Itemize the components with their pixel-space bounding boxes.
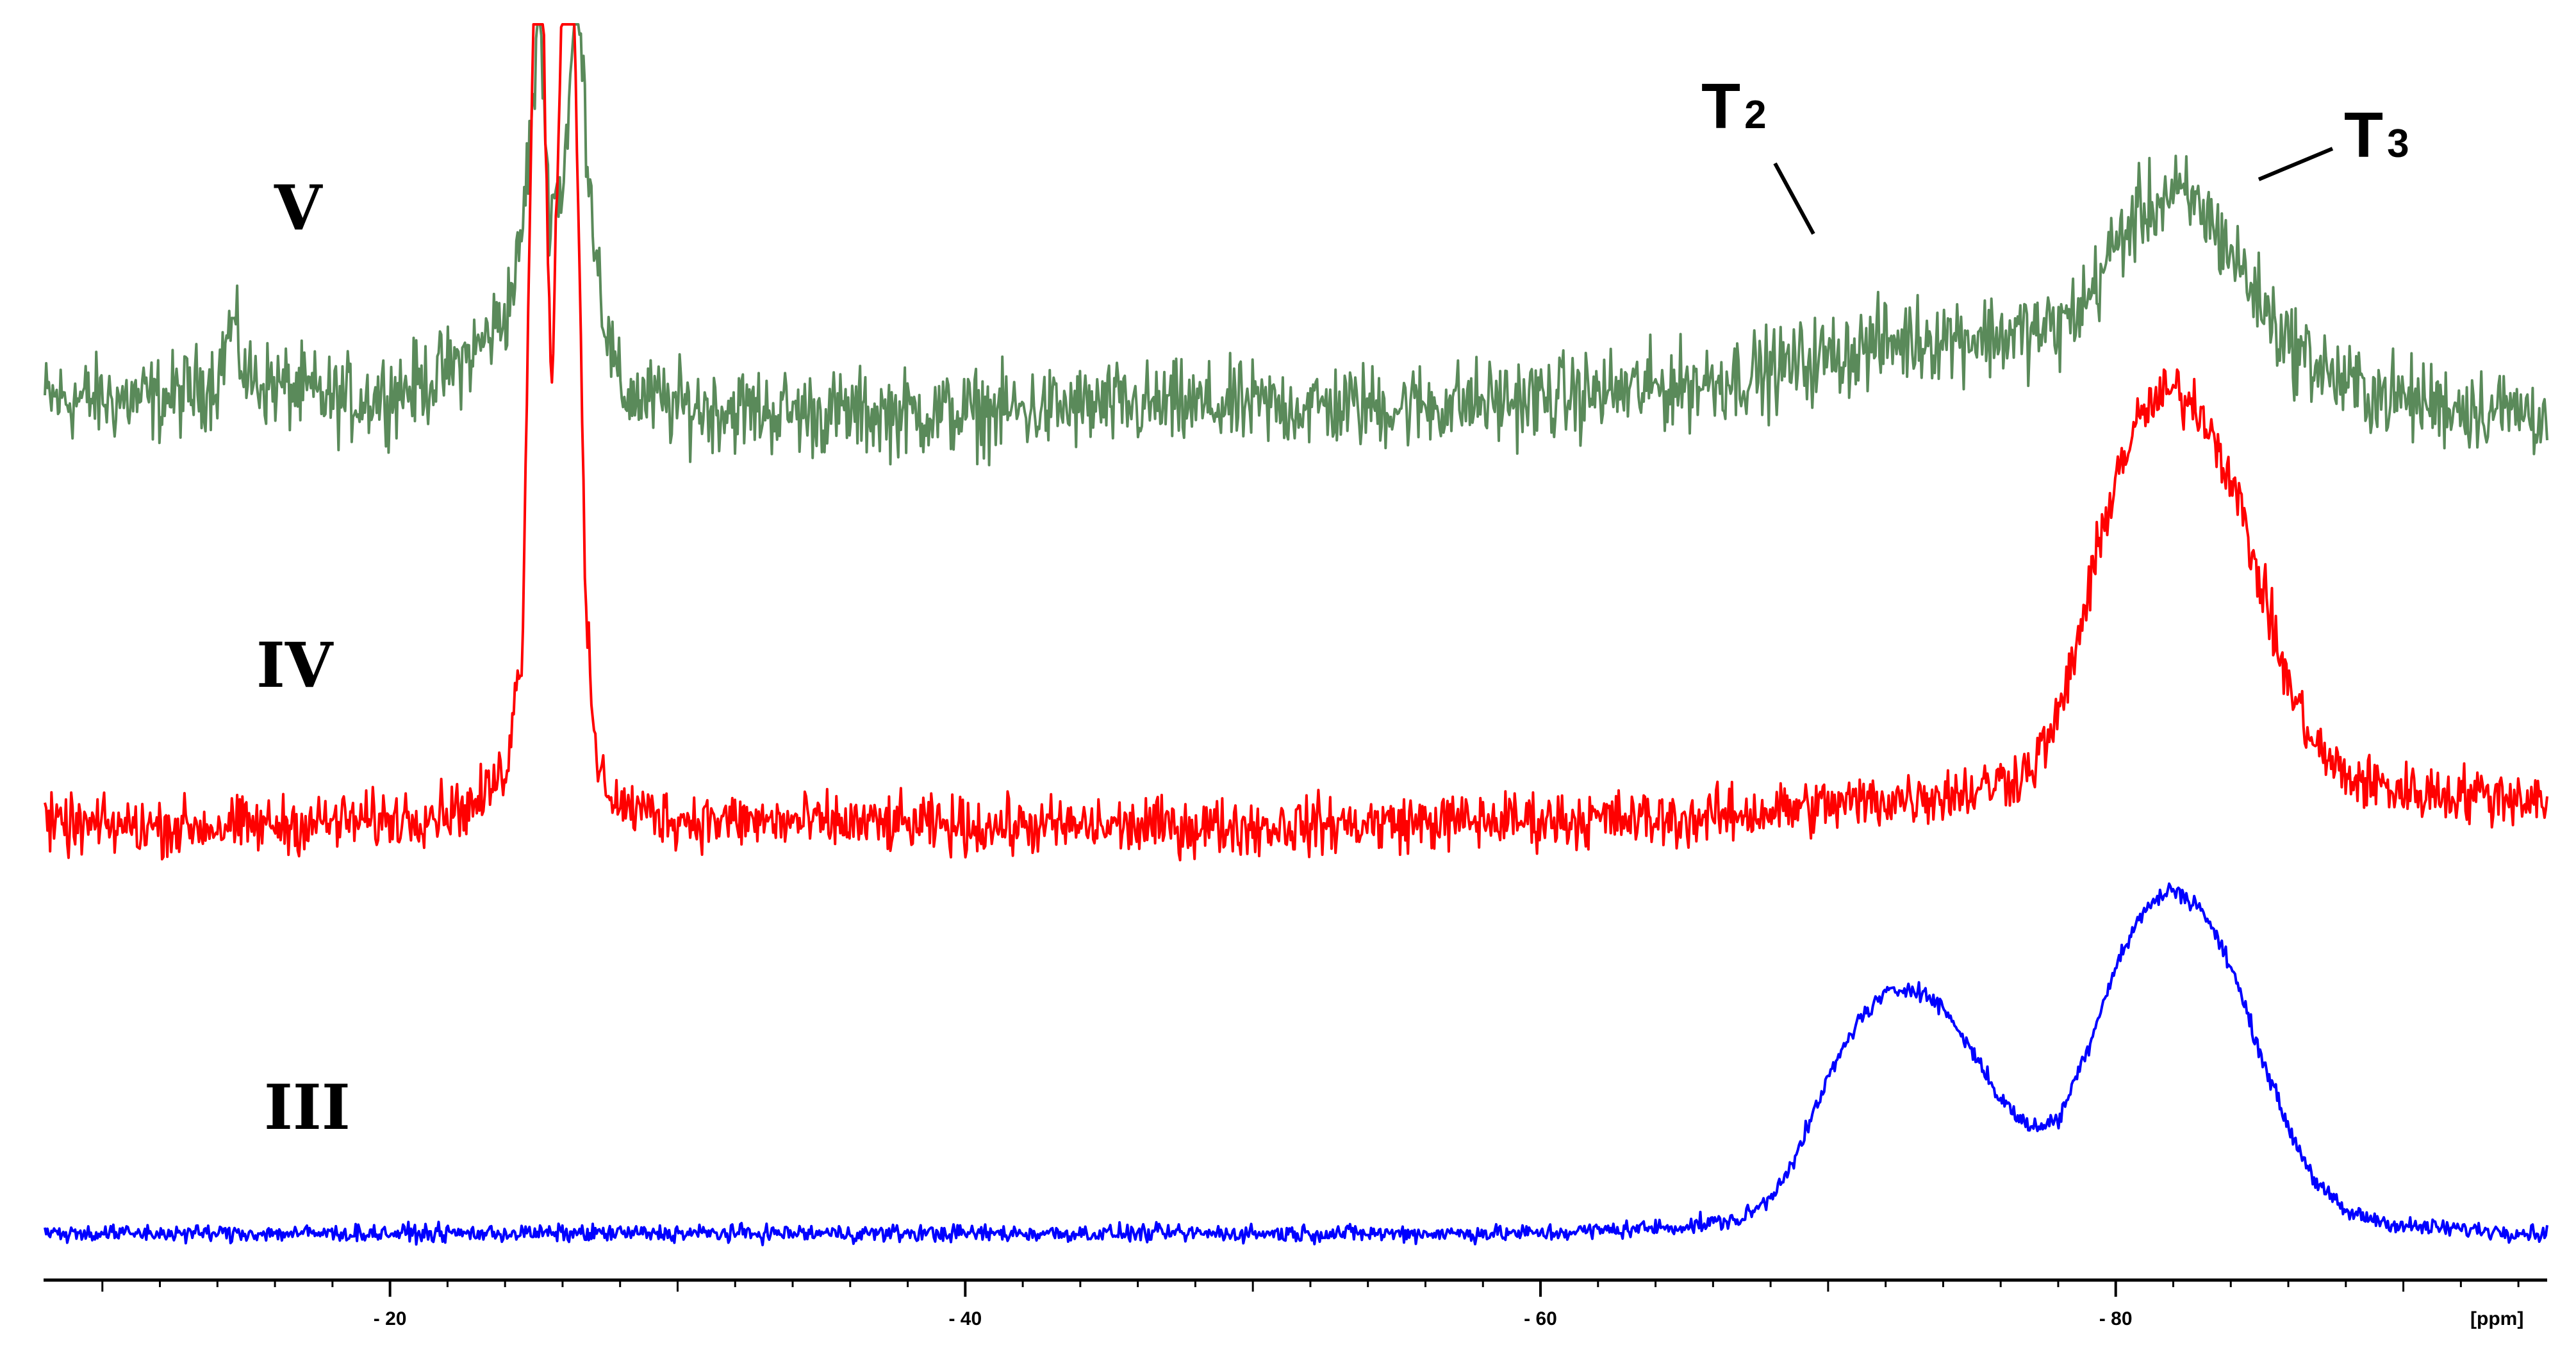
spectrum-traces [44,23,2548,1247]
peak-annotations: T2 T3 [1701,70,2409,235]
t3-label: T3 [2344,99,2409,171]
series-label-III: III [264,1071,351,1144]
x-tick-label: - 40 [948,1308,982,1329]
t2-label-sub: 2 [1744,93,1766,137]
t3-label-main: T [2344,99,2383,171]
series-line-IV [44,23,2548,862]
t3-leader-line [2258,147,2334,181]
x-tick-label: - 60 [1524,1308,1557,1329]
t2-label-main: T [1701,70,1740,142]
series-label-V: V [274,172,323,244]
series-labels: V IV III [256,172,351,1144]
t2-leader-line [1773,162,1815,235]
t3-label-sub: 3 [2387,122,2409,166]
series-label-IV: IV [256,629,334,702]
x-tick-label: - 20 [374,1308,407,1329]
t2-label: T2 [1701,70,1767,142]
series-line-V [44,23,2548,466]
x-tick-label: - 80 [2099,1308,2133,1329]
x-axis-ticks: - 20 - 40 - 60 - 80 [101,1280,2520,1329]
x-axis-unit-label: [ppm] [2470,1308,2523,1329]
x-axis: - 20 - 40 - 60 - 80 [ppm] [44,1278,2547,1329]
series-line-III [44,882,2548,1247]
